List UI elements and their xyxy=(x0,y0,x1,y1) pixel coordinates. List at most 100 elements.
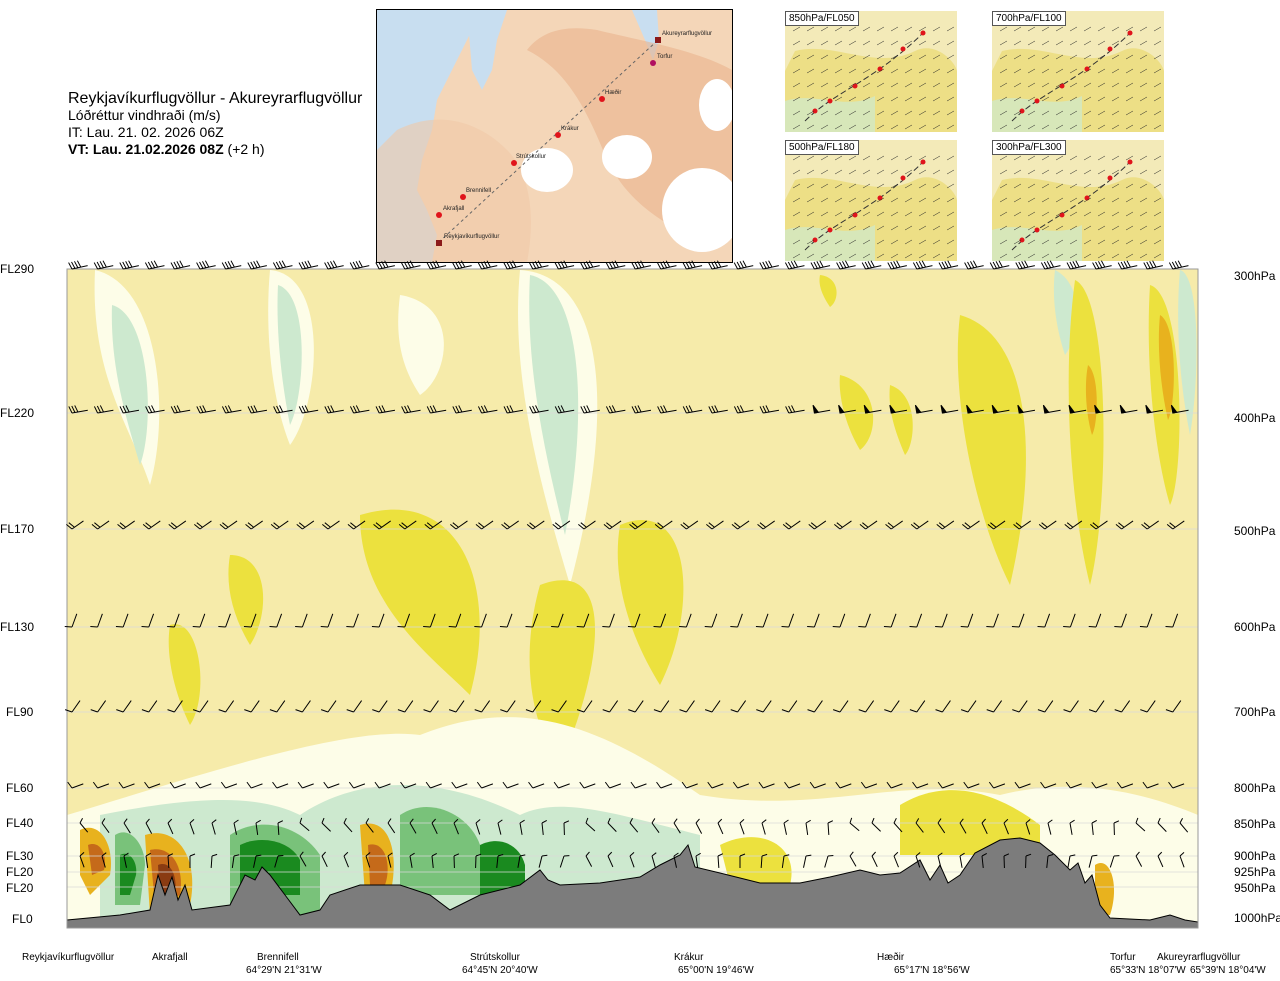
mini-map-850: 850hPa/FL050 xyxy=(785,11,957,132)
pressure-tick-label: 900hPa xyxy=(1234,849,1276,863)
wind-barb xyxy=(603,520,622,530)
wind-barb xyxy=(963,781,980,789)
wind-barb xyxy=(141,700,158,713)
wind-barb xyxy=(503,405,524,414)
wind-barb xyxy=(1141,520,1159,530)
wind-barb xyxy=(1139,613,1153,628)
wind-barb xyxy=(629,520,647,530)
wind-barb xyxy=(68,260,88,270)
wind-barb xyxy=(192,700,209,713)
site-coord: 65°33'N 18°07'W xyxy=(1110,965,1186,976)
wind-barb xyxy=(272,260,293,270)
wind-barb xyxy=(1109,855,1120,868)
wind-barb xyxy=(277,820,284,836)
wind-barb xyxy=(988,781,1006,789)
wind-barb xyxy=(320,613,334,628)
wind-barb xyxy=(915,852,921,868)
wind-barb xyxy=(1046,854,1054,868)
wind-barb xyxy=(374,781,391,789)
wind-barb xyxy=(220,781,238,789)
wind-barb xyxy=(1011,613,1025,628)
wind-barb xyxy=(682,260,703,270)
wind-barb xyxy=(760,853,768,869)
wind-barb xyxy=(423,700,439,713)
wind-barb xyxy=(578,520,596,530)
wind-barb xyxy=(92,781,110,789)
wind-barb xyxy=(553,781,570,789)
wind-barb xyxy=(731,520,750,530)
wind-barb xyxy=(832,700,849,713)
wind-barb xyxy=(1014,781,1031,789)
wind-barb xyxy=(886,781,903,789)
wind-barb xyxy=(528,781,545,789)
wind-barb xyxy=(323,781,340,789)
wind-barb xyxy=(1066,260,1087,270)
wind-barb xyxy=(503,260,523,270)
wind-barb xyxy=(1003,818,1009,835)
wind-barb xyxy=(210,853,218,869)
wind-barb xyxy=(1068,404,1087,414)
wind-barb xyxy=(1037,700,1054,713)
wind-barb xyxy=(401,405,421,414)
wind-barb xyxy=(476,781,494,789)
wind-barb xyxy=(295,700,311,713)
wind-barb xyxy=(141,613,155,628)
wind-barb xyxy=(517,854,526,868)
wind-barb xyxy=(1017,404,1036,414)
site-name: Akrafjall xyxy=(152,952,188,963)
wind-barb xyxy=(885,520,903,530)
wind-barb xyxy=(784,781,801,789)
wind-barb xyxy=(1012,700,1028,713)
waypoint-marker xyxy=(436,240,442,246)
wind-barb xyxy=(781,700,798,713)
wind-barb xyxy=(782,520,801,530)
wind-barb xyxy=(499,613,513,628)
wind-barb xyxy=(192,613,206,628)
wind-barb xyxy=(630,781,647,789)
wind-barb xyxy=(1091,781,1108,789)
wind-barb xyxy=(1165,613,1179,628)
wind-barb xyxy=(981,818,988,835)
wind-barb xyxy=(832,613,846,628)
wind-barb xyxy=(123,818,131,834)
wind-barb xyxy=(167,613,180,628)
wind-barb xyxy=(695,852,701,868)
wind-barb xyxy=(863,404,882,414)
wind-barb xyxy=(849,851,857,867)
wind-barb xyxy=(170,260,191,270)
wind-barb xyxy=(579,781,596,789)
wind-barb xyxy=(893,851,899,868)
wind-barb xyxy=(585,817,596,832)
pressure-tick-label: 950hPa xyxy=(1234,881,1276,895)
wind-barb xyxy=(860,781,878,789)
wind-barb xyxy=(708,405,728,414)
wind-barb xyxy=(400,781,417,789)
wind-barb xyxy=(808,520,827,530)
wind-barb xyxy=(733,260,754,270)
pressure-tick-label: 500hPa xyxy=(1234,524,1276,538)
wind-barb xyxy=(101,852,107,868)
wind-barb xyxy=(189,819,195,835)
wind-barb xyxy=(656,781,673,789)
wind-barb xyxy=(475,853,482,869)
wind-barb xyxy=(219,520,238,530)
wind-barb xyxy=(682,405,703,414)
wind-barb xyxy=(297,781,314,789)
wind-barb xyxy=(93,260,114,270)
wind-barb xyxy=(218,613,231,628)
wind-barb xyxy=(79,852,85,868)
wind-barb xyxy=(849,817,860,832)
wind-barb xyxy=(551,700,567,713)
wind-barb xyxy=(987,520,1006,530)
wind-barb xyxy=(397,700,414,713)
wind-barb xyxy=(706,520,724,530)
pressure-tick-label: 1000hPa xyxy=(1234,911,1280,925)
fl-tick-label: FL30 xyxy=(6,849,34,863)
pressure-tick-label: 300hPa xyxy=(1234,269,1276,283)
wind-barb xyxy=(1168,260,1189,270)
wind-barb xyxy=(474,613,487,628)
mini-map-graphic xyxy=(785,140,957,261)
wind-barb xyxy=(409,852,415,868)
wind-barb xyxy=(67,781,84,789)
wind-barb xyxy=(93,405,114,414)
